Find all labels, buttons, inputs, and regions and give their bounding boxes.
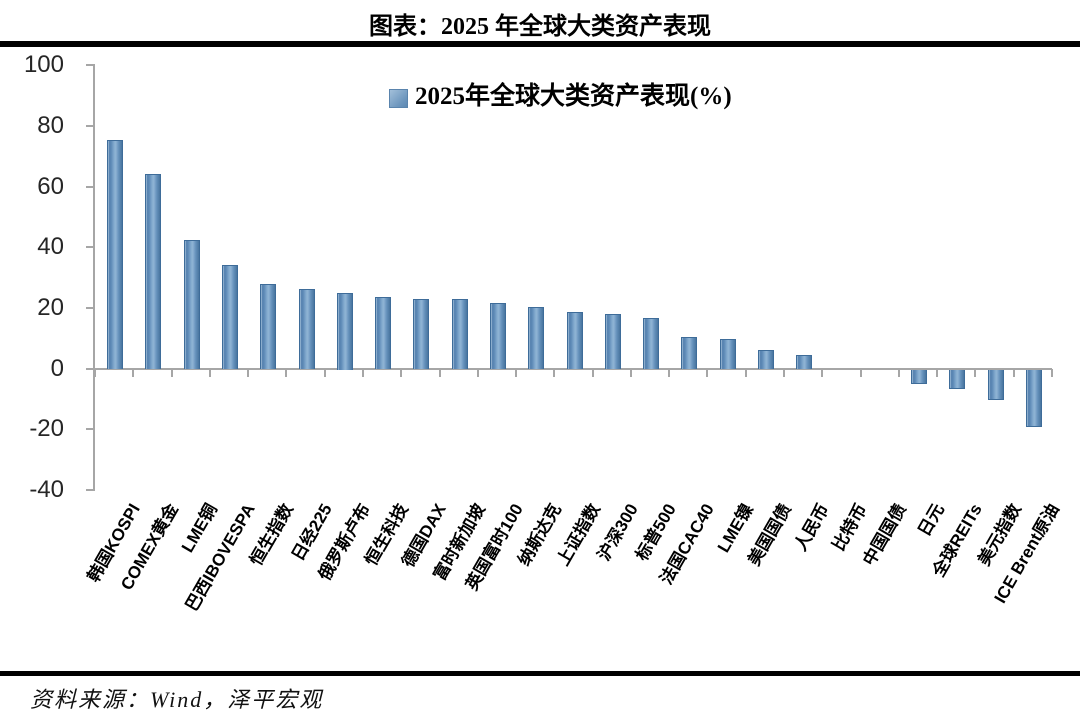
y-axis-line [93, 65, 95, 490]
title-divider [0, 41, 1080, 47]
y-axis-tick-label: 80 [37, 111, 64, 139]
y-axis-tick-label: -40 [29, 475, 64, 503]
bar [949, 369, 966, 390]
x-axis-tick [629, 368, 632, 377]
y-axis-tick [86, 185, 95, 188]
bar [604, 314, 621, 370]
x-axis-tick [132, 368, 135, 377]
bar [413, 298, 430, 370]
y-axis-tick-label: -20 [29, 415, 64, 443]
bar [107, 139, 124, 370]
x-axis-tick [285, 368, 288, 377]
y-axis-tick [86, 64, 95, 67]
x-axis-tick [476, 368, 479, 377]
x-axis-tick [438, 368, 441, 377]
bar [298, 289, 315, 370]
y-axis-tick-label: 20 [37, 293, 64, 321]
x-axis-tick [553, 368, 556, 377]
bar [911, 369, 928, 384]
bar [183, 239, 200, 370]
bar [796, 355, 813, 370]
bar [1025, 369, 1042, 428]
page-title: 图表：2025 年全球大类资产表现 [369, 14, 711, 40]
y-axis-tick [86, 306, 95, 309]
x-axis-tick [859, 368, 862, 377]
x-axis-tick [1012, 368, 1015, 377]
x-axis-tick [783, 368, 786, 377]
x-axis-tick [744, 368, 747, 377]
x-axis-tick [170, 368, 173, 377]
bar [489, 303, 506, 370]
bar [221, 265, 238, 370]
x-axis-tick [591, 368, 594, 377]
x-axis-tick [94, 368, 96, 377]
chart-legend: 2025年全球大类资产表现(%) [389, 83, 732, 110]
bar [719, 339, 736, 370]
bar [757, 349, 774, 370]
x-axis-tick [323, 368, 326, 377]
x-axis-tick [897, 368, 900, 377]
bar [566, 311, 583, 370]
x-axis-tick [515, 368, 518, 377]
data-source: 资料来源：Wind，泽平宏观 [30, 687, 324, 712]
y-axis-tick [86, 488, 95, 491]
x-axis-tick [247, 368, 250, 377]
x-axis-tick [706, 368, 709, 377]
y-axis-tick-label: 0 [50, 354, 64, 382]
bar [375, 297, 392, 370]
x-axis-tick [936, 368, 939, 377]
y-axis-tick-label: 60 [37, 172, 64, 200]
bar [260, 284, 277, 370]
x-axis-tick [400, 368, 403, 377]
bar [987, 369, 1004, 400]
x-axis-tick [974, 368, 977, 377]
x-axis-tick [1051, 368, 1053, 377]
legend-label: 2025年全球大类资产表现(%) [415, 83, 732, 110]
y-axis-tick-label: 40 [37, 233, 64, 261]
x-axis-tick [821, 368, 824, 377]
y-axis-tick [86, 428, 95, 431]
y-axis-tick [86, 367, 95, 370]
bar [528, 306, 545, 370]
bar [336, 292, 353, 370]
x-axis-label: 人民币 [791, 500, 833, 555]
bar [145, 173, 162, 370]
legend-swatch-icon [389, 89, 408, 108]
y-axis-tick [86, 124, 95, 127]
footer-divider [0, 671, 1080, 676]
bar [643, 318, 660, 370]
bar [451, 299, 468, 370]
y-axis-tick-label: 100 [23, 51, 64, 79]
y-axis-tick [86, 246, 95, 249]
x-axis-tick [208, 368, 211, 377]
x-axis-tick [361, 368, 364, 377]
x-axis-tick [668, 368, 671, 377]
bar [681, 336, 698, 370]
